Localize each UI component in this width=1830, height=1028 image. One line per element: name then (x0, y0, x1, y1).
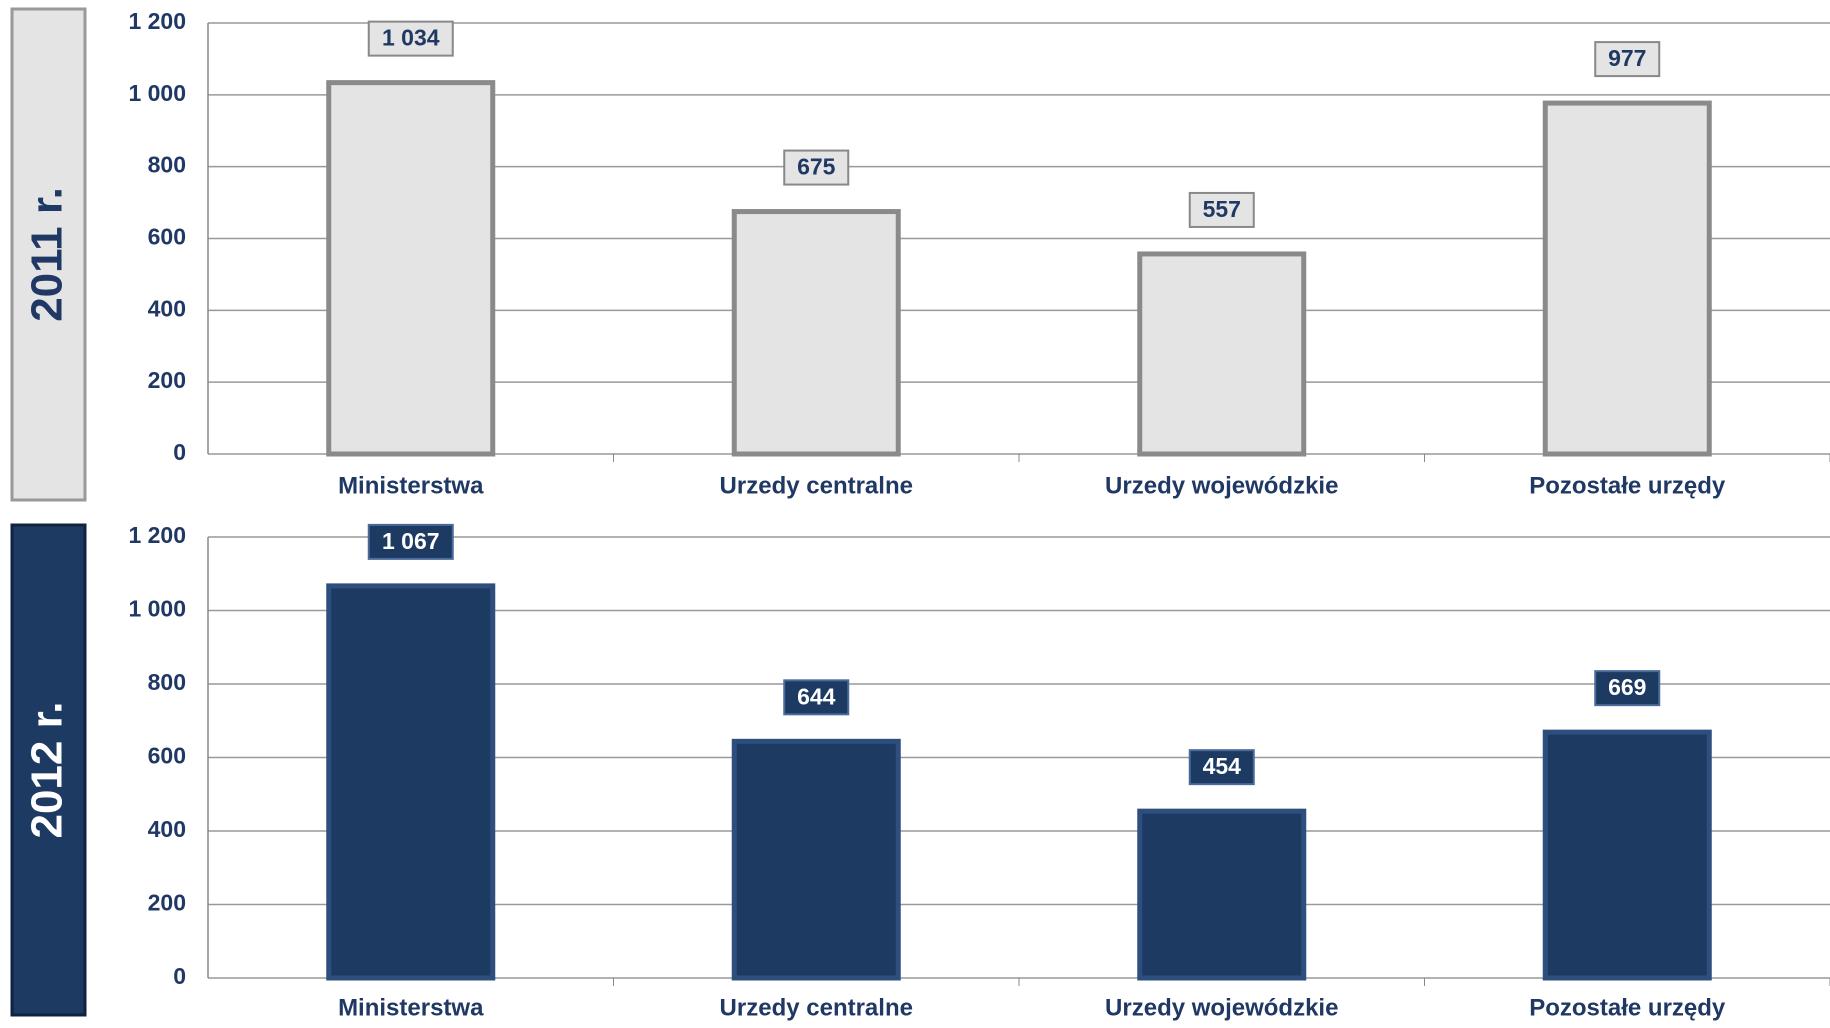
panel-label: 2011 r. (23, 187, 72, 322)
value-label-box (783, 149, 850, 186)
value-label-box (783, 679, 850, 716)
y-tick-label: 600 (148, 743, 186, 769)
bar (731, 738, 901, 981)
y-tick-label: 0 (173, 963, 186, 989)
value-label-box (367, 20, 454, 57)
value-label-box (367, 523, 454, 560)
x-tick-label: Urzedy wojewódzkie (1105, 472, 1338, 499)
value-label: 454 (1203, 753, 1242, 779)
y-tick-label: 800 (148, 669, 186, 695)
y-tick-label: 1 200 (128, 522, 186, 548)
value-label: 557 (1203, 196, 1241, 222)
value-label-box (1594, 41, 1661, 78)
bar (1137, 251, 1307, 457)
x-tick-label: Urzedy wojewódzkie (1105, 994, 1338, 1021)
x-tick-label: Ministerstwa (338, 994, 484, 1021)
x-tick-label: Pozostałe urzędy (1529, 994, 1726, 1021)
panel-box (10, 523, 87, 1017)
y-tick-label: 1 200 (128, 8, 186, 34)
y-tick-label: 200 (148, 890, 186, 916)
bar (1542, 100, 1712, 457)
bar (1542, 729, 1712, 981)
value-label-box (1188, 191, 1255, 228)
value-label-box (1188, 749, 1255, 786)
panel-box (10, 7, 87, 502)
panel-label: 2012 r. (23, 701, 72, 838)
y-tick-label: 800 (148, 152, 186, 178)
value-label: 669 (1608, 674, 1646, 700)
y-tick-label: 0 (173, 439, 186, 465)
value-label: 675 (797, 154, 836, 180)
value-label-box (1594, 670, 1661, 707)
bar (1137, 808, 1307, 981)
bar (326, 80, 496, 457)
value-label: 644 (797, 683, 836, 709)
x-tick-label: Pozostałe urzędy (1529, 472, 1726, 499)
y-tick-label: 200 (148, 367, 186, 393)
value-label: 1 034 (382, 25, 440, 51)
y-tick-label: 1 000 (128, 596, 186, 622)
x-tick-label: Urzedy centralne (720, 472, 913, 499)
value-label: 1 067 (382, 528, 440, 554)
x-tick-label: Ministerstwa (338, 472, 484, 499)
y-tick-label: 1 000 (128, 80, 186, 106)
value-label: 977 (1608, 45, 1646, 71)
y-tick-label: 400 (148, 295, 186, 321)
y-tick-label: 600 (148, 224, 186, 250)
bar (731, 209, 901, 457)
y-tick-label: 400 (148, 816, 186, 842)
bar (326, 583, 496, 981)
x-tick-label: Urzedy centralne (720, 994, 913, 1021)
